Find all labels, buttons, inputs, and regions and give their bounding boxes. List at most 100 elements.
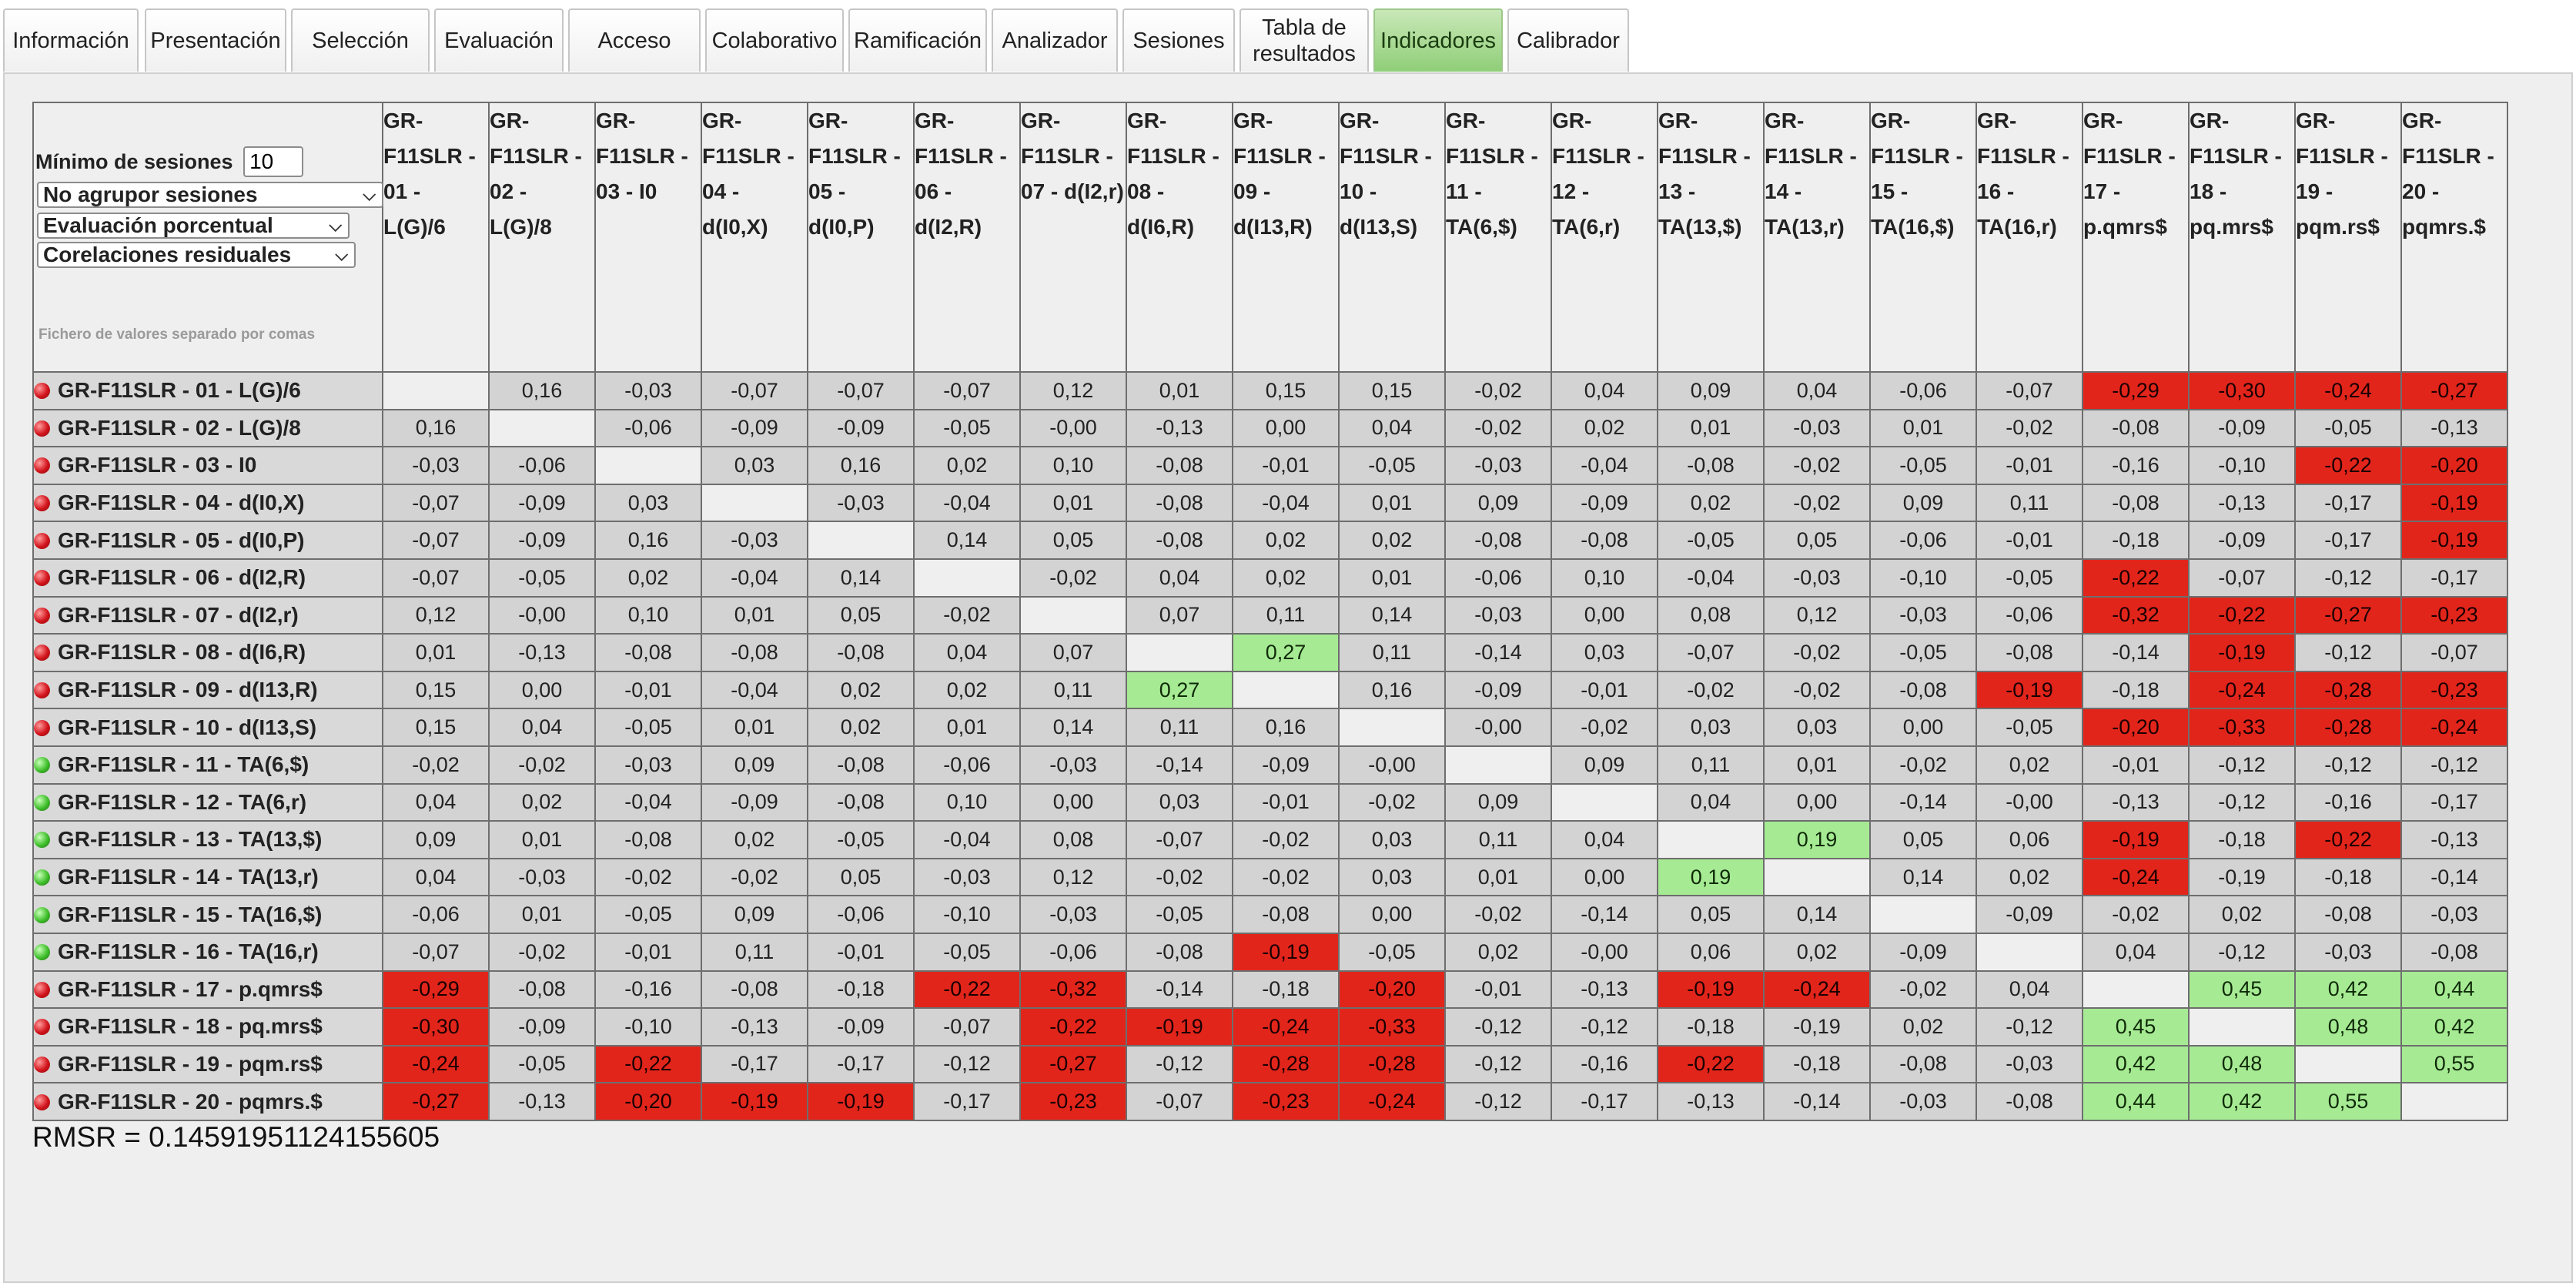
correlation-cell: -0,16 (2294, 782, 2402, 822)
row-label: GR-F11SLR - 01 - L(G)/6 (58, 378, 301, 403)
tab-1[interactable]: Presentación (145, 8, 286, 72)
correlation-cell: 0,04 (488, 708, 596, 747)
correlation-cell: 0,08 (1019, 820, 1127, 859)
correlation-cell: -0,03 (701, 521, 808, 560)
correlation-cell: 0,01 (1444, 857, 1552, 897)
row-header: GR-F11SLR - 07 - d(I2,r) (32, 595, 383, 635)
correlation-cell: -0,12 (1551, 1007, 1658, 1047)
correlation-cell: -0,12 (1126, 1044, 1233, 1084)
correlation-cell: 0,03 (594, 483, 702, 523)
correlation-cell: -0,02 (1444, 408, 1552, 448)
red-status-dot-icon (34, 607, 50, 624)
correlation-cell: 0,19 (1763, 820, 1871, 859)
tab-2[interactable]: Selección (291, 8, 430, 72)
correlation-cell: -0,06 (1019, 932, 1127, 972)
correlation-cell: -0,14 (2400, 857, 2508, 897)
correlation-cell: -0,12 (2188, 932, 2296, 972)
correlation-cell: 0,02 (913, 446, 1021, 485)
correlation-cell: -0,08 (701, 633, 808, 672)
correlation-cell: -0,02 (1444, 371, 1552, 410)
correlation-cell: 0,14 (913, 521, 1021, 560)
correlation-type-select[interactable]: Corelaciones residuales ⌵ (37, 242, 356, 268)
matrix-row: GR-F11SLR - 12 - TA(6,r) 0,04 0,02 -0,04 -0,… (32, 782, 2508, 822)
column-header: GR- F11SLR - 05 - d(I0,P) (807, 102, 915, 373)
correlation-cell: 0,03 (1551, 633, 1658, 672)
correlation-cell: -0,00 (1019, 408, 1127, 448)
correlation-cell: 0,11 (1975, 483, 2083, 523)
correlation-cell: -0,19 (1232, 932, 1340, 972)
correlation-cell: -0,02 (2082, 895, 2190, 934)
red-status-dot-icon (34, 1056, 50, 1073)
min-sessions-input[interactable] (243, 146, 304, 177)
correlation-cell: -0,27 (2294, 595, 2402, 635)
tab-5[interactable]: Colaborativo (705, 8, 844, 72)
tab-10[interactable]: Indicadores (1373, 8, 1503, 72)
tab-7[interactable]: Analizador (992, 8, 1118, 72)
correlation-cell: 0,11 (1232, 595, 1340, 635)
correlation-cell: -0,08 (807, 782, 915, 822)
correlation-cell: -0,08 (1126, 483, 1233, 523)
correlation-cell: -0,06 (382, 895, 490, 934)
correlation-cell: -0,24 (2294, 371, 2402, 410)
evaluation-select[interactable]: Evaluación porcentual ⌵ (37, 213, 350, 239)
correlation-cell: -0,06 (594, 408, 702, 448)
tab-4[interactable]: Acceso (568, 8, 701, 72)
tab-0[interactable]: Información (3, 8, 139, 72)
correlation-cell: 0,42 (2082, 1044, 2190, 1084)
row-header: GR-F11SLR - 15 - TA(16,$) (32, 895, 383, 934)
correlation-cell: -0,04 (1657, 558, 1765, 598)
diagonal-cell (1019, 595, 1127, 635)
correlation-cell: 0,04 (1657, 782, 1765, 822)
csv-file-hint[interactable]: Fichero de valores separado por comas (38, 327, 316, 343)
correlation-cell: -0,16 (1551, 1044, 1658, 1084)
row-label: GR-F11SLR - 13 - TA(13,$) (58, 827, 323, 852)
correlation-cell: -0,17 (1551, 1082, 1658, 1121)
tab-3[interactable]: Evaluación (434, 8, 564, 72)
tab-9[interactable]: Tabla de resultados (1239, 8, 1369, 72)
correlation-cell: -0,03 (1869, 595, 1977, 635)
diagonal-cell (913, 558, 1021, 598)
row-header: GR-F11SLR - 11 - TA(6,$) (32, 745, 383, 785)
correlation-cell: -0,19 (1657, 970, 1765, 1010)
correlation-cell: 0,02 (807, 670, 915, 710)
correlation-cell: -0,18 (2188, 820, 2296, 859)
row-label: GR-F11SLR - 10 - d(I13,S) (58, 715, 317, 739)
row-label: GR-F11SLR - 19 - pqm.rs$ (58, 1051, 323, 1076)
group-sessions-select[interactable]: No agrupor sesiones ⌵ (37, 182, 383, 208)
chevron-down-icon: ⌵ (329, 216, 342, 235)
tab-11[interactable]: Calibrador (1507, 8, 1629, 72)
correlation-cell: 0,03 (1126, 782, 1233, 822)
correlation-cell: -0,14 (1763, 1082, 1871, 1121)
correlation-cell: -0,03 (1444, 446, 1552, 485)
correlation-cell: 0,02 (913, 670, 1021, 710)
chevron-down-icon: ⌵ (363, 185, 376, 204)
matrix-row: GR-F11SLR - 05 - d(I0,P) -0,07 -0,09 0,16 -0… (32, 521, 2508, 560)
correlation-cell: -0,17 (913, 1082, 1021, 1121)
row-label: GR-F11SLR - 07 - d(I2,r) (58, 602, 299, 627)
matrix-row: GR-F11SLR - 04 - d(I0,X) -0,07 -0,09 0,03 -0… (32, 483, 2508, 523)
row-label: GR-F11SLR - 15 - TA(16,$) (58, 902, 323, 926)
red-status-dot-icon (34, 532, 50, 549)
tab-8[interactable]: Sesiones (1122, 8, 1235, 72)
correlation-cell: -0,08 (2294, 895, 2402, 934)
correlation-cell: 0,02 (1444, 932, 1552, 972)
correlation-cell: -0,22 (913, 970, 1021, 1010)
correlation-cell: 0,01 (1763, 745, 1871, 785)
correlation-cell: 0,01 (1126, 371, 1233, 410)
diagonal-cell (2188, 1007, 2296, 1047)
correlation-cell: -0,20 (2082, 708, 2190, 747)
tab-6[interactable]: Ramificación (848, 8, 987, 72)
correlation-cell: 0,02 (1657, 483, 1765, 523)
green-status-dot-icon (34, 944, 50, 961)
correlation-cell: -0,07 (807, 371, 915, 410)
row-header: GR-F11SLR - 01 - L(G)/6 (32, 371, 383, 410)
correlation-cell: -0,24 (1763, 970, 1871, 1010)
column-header: GR- F11SLR - 18 - pq.mrs$ (2188, 102, 2296, 373)
correlation-cell: 0,04 (1975, 970, 2083, 1010)
correlation-cell: -0,14 (1126, 745, 1233, 785)
correlation-cell: -0,07 (701, 371, 808, 410)
diagonal-cell (1232, 670, 1340, 710)
correlation-cell: -0,08 (1975, 633, 2083, 672)
correlation-cell: -0,13 (1126, 408, 1233, 448)
correlation-cell: -0,07 (382, 483, 490, 523)
